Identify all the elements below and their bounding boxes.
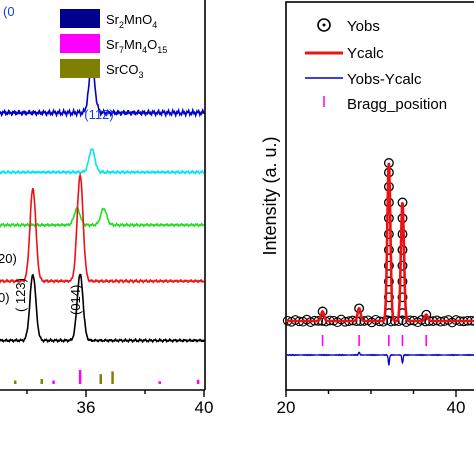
left-axis-tick-marks	[26, 390, 205, 397]
peak-label-014: (014)	[68, 285, 83, 315]
left-xrd-panel: 36 40 Sr2MnO4 Sr7Mn4O15 SrCO3 (112) (0 2…	[0, 0, 213, 417]
peak-label-123: ( 123)	[13, 278, 28, 312]
legend-label-bragg: Bragg_position	[347, 96, 447, 113]
legend-label-yobs: Yobs	[347, 18, 380, 35]
legend-label-ycalc: Ycalc	[347, 45, 384, 62]
right-refinement-panel: 20 40 Intensity (a. u.) Yobs Ycalc Yobs-…	[260, 1, 474, 417]
legend-label-diff: Yobs-Ycalc	[347, 71, 422, 88]
left-series-line-2	[0, 206, 205, 228]
yobs-point-16	[397, 260, 408, 271]
left-series-line-3	[0, 172, 205, 284]
yobs-point-6	[383, 244, 394, 255]
right-xtick-label-40: 40	[447, 398, 466, 417]
peak-label-112: (112)	[84, 107, 113, 122]
yobs-point-5	[383, 260, 394, 271]
left-legend: Sr2MnO4 Sr7Mn4O15 SrCO3	[60, 9, 167, 80]
ycalc-line	[286, 162, 474, 323]
yobs-background-point-28	[389, 316, 400, 326]
left-series-line-4	[0, 273, 205, 344]
right-plot-data	[282, 158, 474, 366]
legend-label-sr7mn4o15: Sr7Mn4O15	[106, 37, 167, 55]
legend-swatch-sr7mn4o15	[60, 34, 100, 53]
yobs-point-15	[397, 276, 408, 287]
right-axis-tick-marks	[285, 390, 457, 397]
legend-swatch-srco3	[60, 59, 100, 78]
right-plot-frame	[285, 1, 474, 391]
peak-label-top-clipped: (0	[3, 4, 15, 19]
yobs-point-0	[317, 306, 328, 317]
right-y-axis-label: Intensity (a. u.)	[260, 136, 280, 255]
legend-label-sr2mno4: Sr2MnO4	[106, 12, 157, 30]
left-xtick-label-40: 40	[195, 398, 214, 417]
peak-label-020: 20)	[0, 251, 17, 266]
left-series-line-1	[0, 148, 205, 176]
left-series-group	[0, 63, 205, 344]
left-xtick-label-36: 36	[77, 398, 96, 417]
left-series-line-0	[0, 63, 205, 119]
legend-swatch-sr2mno4	[60, 9, 100, 28]
left-bragg-ticks	[13, 370, 200, 384]
yobs-point-7	[383, 229, 394, 240]
yobs-point-1	[354, 303, 365, 314]
legend-label-srco3: SrCO3	[106, 62, 144, 80]
legend-marker-yobs-center	[322, 23, 326, 27]
yobs-point-4	[383, 276, 394, 287]
right-xtick-label-20: 20	[277, 398, 296, 417]
yobs-ycalc-line	[285, 351, 474, 366]
peak-label-clipped-bottom: 0)	[0, 290, 10, 305]
legend-marker-yobs	[317, 18, 331, 32]
right-legend: Yobs Ycalc Yobs-Ycalc Bragg_position	[305, 18, 447, 113]
yobs-point-14	[397, 292, 408, 303]
yobs-point-17	[397, 244, 408, 255]
yobs-point-8	[383, 213, 394, 224]
